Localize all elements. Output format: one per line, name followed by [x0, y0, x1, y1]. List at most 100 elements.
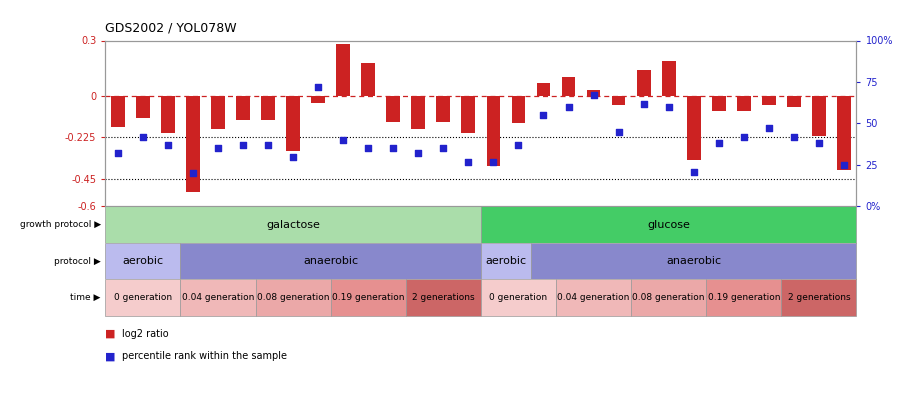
- Bar: [637, 70, 650, 96]
- Text: 0.04 generation: 0.04 generation: [557, 293, 630, 302]
- Point: [136, 134, 150, 140]
- Point: [411, 150, 426, 157]
- Point: [286, 153, 300, 160]
- Text: aerobic: aerobic: [123, 256, 163, 266]
- Bar: [361, 63, 376, 96]
- Bar: [511, 96, 526, 124]
- Bar: [336, 44, 350, 96]
- Point: [386, 145, 400, 151]
- Text: anaerobic: anaerobic: [666, 256, 721, 266]
- Bar: [537, 83, 551, 96]
- Text: 0.19 generation: 0.19 generation: [332, 293, 405, 302]
- Point: [686, 168, 701, 175]
- Point: [736, 134, 751, 140]
- Text: 0.08 generation: 0.08 generation: [256, 293, 330, 302]
- Point: [611, 128, 626, 135]
- Bar: [687, 96, 701, 160]
- Point: [836, 162, 851, 168]
- Bar: [631, 279, 706, 316]
- Text: ■: ■: [105, 352, 115, 361]
- Bar: [180, 243, 481, 279]
- Text: 0.08 generation: 0.08 generation: [632, 293, 705, 302]
- Point: [586, 92, 601, 98]
- Bar: [787, 96, 801, 107]
- Bar: [211, 96, 225, 129]
- Bar: [136, 96, 150, 118]
- Bar: [481, 279, 556, 316]
- Bar: [105, 279, 180, 316]
- Text: percentile rank within the sample: percentile rank within the sample: [122, 352, 287, 361]
- Point: [311, 84, 325, 90]
- Point: [261, 142, 276, 148]
- Bar: [462, 96, 475, 133]
- Point: [211, 145, 225, 151]
- Bar: [781, 279, 856, 316]
- Point: [637, 100, 651, 107]
- Text: growth protocol ▶: growth protocol ▶: [19, 220, 101, 229]
- Bar: [436, 96, 451, 122]
- Bar: [105, 243, 180, 279]
- Bar: [661, 61, 676, 96]
- Text: glucose: glucose: [648, 220, 690, 230]
- Bar: [387, 96, 400, 122]
- Point: [436, 145, 451, 151]
- Text: 0.19 generation: 0.19 generation: [707, 293, 780, 302]
- Point: [562, 104, 576, 110]
- Point: [812, 140, 826, 147]
- Bar: [186, 96, 200, 192]
- Text: GDS2002 / YOL078W: GDS2002 / YOL078W: [105, 21, 237, 34]
- Bar: [111, 96, 125, 127]
- Text: 0 generation: 0 generation: [489, 293, 548, 302]
- Bar: [411, 96, 425, 129]
- Text: 2 generations: 2 generations: [788, 293, 850, 302]
- Point: [235, 142, 250, 148]
- Text: ■: ■: [105, 329, 115, 339]
- Bar: [562, 77, 575, 96]
- Bar: [486, 96, 500, 166]
- Bar: [331, 279, 406, 316]
- Bar: [105, 207, 481, 243]
- Bar: [180, 279, 256, 316]
- Bar: [481, 207, 856, 243]
- Bar: [762, 96, 776, 105]
- Bar: [311, 96, 325, 103]
- Bar: [161, 96, 175, 133]
- Bar: [612, 96, 626, 105]
- Text: aerobic: aerobic: [485, 256, 527, 266]
- Bar: [256, 279, 331, 316]
- Text: galactose: galactose: [267, 220, 320, 230]
- Bar: [712, 96, 725, 111]
- Bar: [706, 279, 781, 316]
- Bar: [556, 279, 631, 316]
- Text: 0.04 generation: 0.04 generation: [181, 293, 255, 302]
- Point: [661, 104, 676, 110]
- Point: [486, 158, 501, 165]
- Point: [336, 137, 351, 143]
- Bar: [261, 96, 275, 120]
- Point: [160, 142, 175, 148]
- Text: 0 generation: 0 generation: [114, 293, 172, 302]
- Bar: [586, 90, 601, 96]
- Bar: [531, 243, 856, 279]
- Text: anaerobic: anaerobic: [303, 256, 358, 266]
- Point: [186, 170, 201, 177]
- Point: [361, 145, 376, 151]
- Bar: [837, 96, 851, 170]
- Bar: [286, 96, 300, 151]
- Point: [461, 158, 475, 165]
- Bar: [481, 243, 531, 279]
- Bar: [812, 96, 826, 136]
- Bar: [736, 96, 751, 111]
- Text: 2 generations: 2 generations: [412, 293, 474, 302]
- Text: protocol ▶: protocol ▶: [54, 257, 101, 266]
- Point: [511, 142, 526, 148]
- Point: [787, 134, 802, 140]
- Point: [761, 125, 776, 132]
- Text: log2 ratio: log2 ratio: [122, 329, 169, 339]
- Point: [536, 112, 551, 118]
- Bar: [406, 279, 481, 316]
- Text: time ▶: time ▶: [71, 293, 101, 302]
- Bar: [236, 96, 250, 120]
- Point: [712, 140, 726, 147]
- Point: [111, 150, 125, 157]
